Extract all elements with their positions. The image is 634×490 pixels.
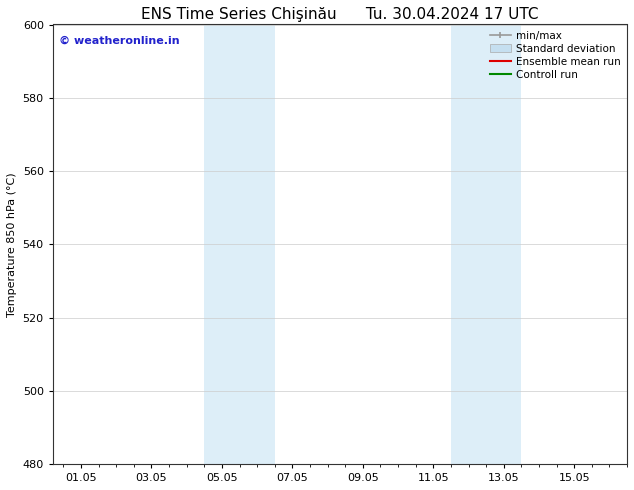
Title: ENS Time Series Chişinău      Tu. 30.04.2024 17 UTC: ENS Time Series Chişinău Tu. 30.04.2024 … xyxy=(141,7,539,22)
Bar xyxy=(204,24,275,464)
Bar xyxy=(451,24,521,464)
Text: © weatheronline.in: © weatheronline.in xyxy=(58,35,179,46)
Legend: min/max, Standard deviation, Ensemble mean run, Controll run: min/max, Standard deviation, Ensemble me… xyxy=(486,26,625,84)
Y-axis label: Temperature 850 hPa (°C): Temperature 850 hPa (°C) xyxy=(7,172,17,317)
